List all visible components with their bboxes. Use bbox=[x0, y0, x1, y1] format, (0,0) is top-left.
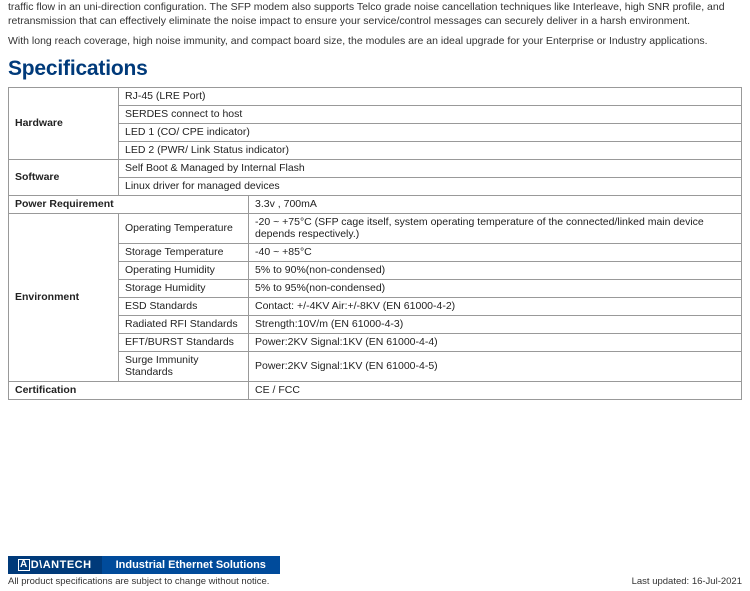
footer-meta: All product specifications are subject t… bbox=[8, 576, 742, 587]
brand-logo: AD\ANTECH bbox=[8, 556, 102, 574]
env-k-2: Operating Humidity bbox=[119, 261, 249, 279]
footer-disclaimer: All product specifications are subject t… bbox=[8, 576, 269, 587]
row-power-label: Power Requirement bbox=[9, 195, 249, 213]
specifications-heading: Specifications bbox=[8, 57, 742, 81]
env-k-0: Operating Temperature bbox=[119, 213, 249, 243]
env-v-2: 5% to 90%(non-condensed) bbox=[249, 261, 742, 279]
software-item-0: Self Boot & Managed by Internal Flash bbox=[119, 159, 742, 177]
env-k-5: Radiated RFI Standards bbox=[119, 315, 249, 333]
footer-tagline: Industrial Ethernet Solutions bbox=[102, 556, 280, 574]
intro-paragraph-1: traffic flow in an uni-direction configu… bbox=[8, 0, 742, 28]
brand-first-letter: A bbox=[18, 559, 30, 571]
env-k-3: Storage Humidity bbox=[119, 279, 249, 297]
env-v-3: 5% to 95%(non-condensed) bbox=[249, 279, 742, 297]
row-certification-label: Certification bbox=[9, 381, 249, 399]
hardware-item-1: SERDES connect to host bbox=[119, 105, 742, 123]
software-item-1: Linux driver for managed devices bbox=[119, 177, 742, 195]
env-k-6: EFT/BURST Standards bbox=[119, 333, 249, 351]
env-v-6: Power:2KV Signal:1KV (EN 61000-4-4) bbox=[249, 333, 742, 351]
intro-paragraph-2: With long reach coverage, high noise imm… bbox=[8, 34, 742, 48]
env-k-4: ESD Standards bbox=[119, 297, 249, 315]
row-hardware-label: Hardware bbox=[9, 87, 119, 159]
intro-text: traffic flow in an uni-direction configu… bbox=[8, 0, 742, 49]
env-k-7: Surge Immunity Standards bbox=[119, 351, 249, 381]
power-value: 3.3v , 700mA bbox=[249, 195, 742, 213]
brand-rest: D\ANTECH bbox=[31, 559, 92, 571]
env-v-7: Power:2KV Signal:1KV (EN 61000-4-5) bbox=[249, 351, 742, 381]
row-software-label: Software bbox=[9, 159, 119, 195]
env-v-1: -40 ~ +85°C bbox=[249, 243, 742, 261]
page-footer: AD\ANTECH Industrial Ethernet Solutions … bbox=[0, 556, 750, 591]
hardware-item-2: LED 1 (CO/ CPE indicator) bbox=[119, 123, 742, 141]
footer-bar: AD\ANTECH Industrial Ethernet Solutions bbox=[8, 556, 742, 574]
hardware-item-0: RJ-45 (LRE Port) bbox=[119, 87, 742, 105]
certification-value: CE / FCC bbox=[249, 381, 742, 399]
footer-bar-spacer bbox=[280, 556, 742, 574]
env-v-0: -20 ~ +75°C (SFP cage itself, system ope… bbox=[249, 213, 742, 243]
env-k-1: Storage Temperature bbox=[119, 243, 249, 261]
row-environment-label: Environment bbox=[9, 213, 119, 381]
env-v-5: Strength:10V/m (EN 61000-4-3) bbox=[249, 315, 742, 333]
specifications-table: Hardware RJ-45 (LRE Port) SERDES connect… bbox=[8, 87, 742, 400]
footer-updated: Last updated: 16-Jul-2021 bbox=[632, 576, 742, 587]
env-v-4: Contact: +/-4KV Air:+/-8KV (EN 61000-4-2… bbox=[249, 297, 742, 315]
hardware-item-3: LED 2 (PWR/ Link Status indicator) bbox=[119, 141, 742, 159]
